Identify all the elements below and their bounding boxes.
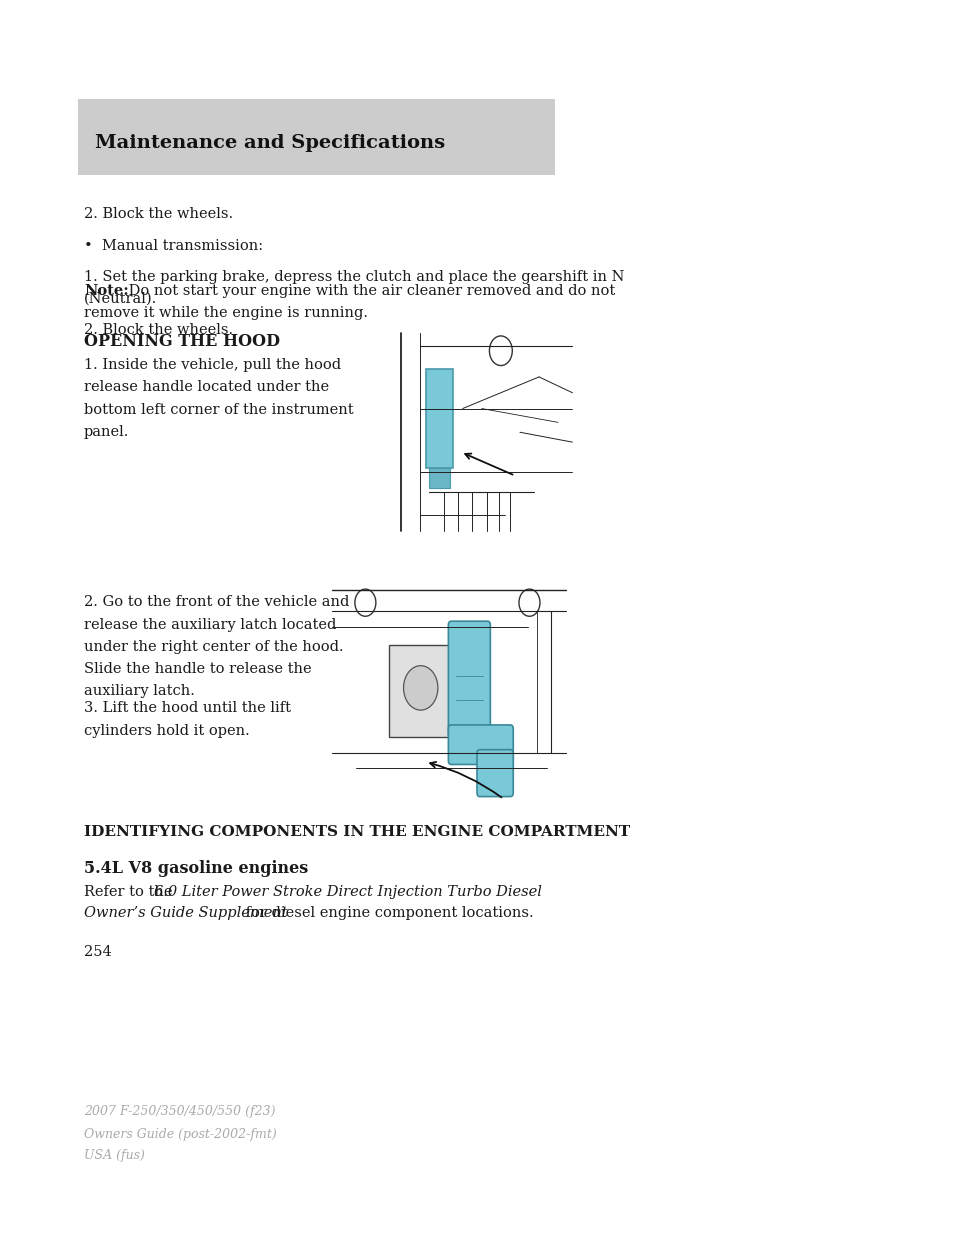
Bar [78, 99, 555, 175]
Text: for diesel engine component locations.: for diesel engine component locations. [241, 906, 534, 920]
Text: 2. Block the wheels.: 2. Block the wheels. [84, 207, 233, 221]
Text: release handle located under the: release handle located under the [84, 380, 329, 394]
Text: 1. Set the parking brake, depress the clutch and place the gearshift in N: 1. Set the parking brake, depress the cl… [84, 269, 624, 284]
Circle shape [403, 666, 437, 710]
Text: USA (fus): USA (fus) [84, 1149, 145, 1162]
Text: 3. Lift the hood until the lift: 3. Lift the hood until the lift [84, 701, 291, 715]
Text: cylinders hold it open.: cylinders hold it open. [84, 724, 250, 737]
Text: Do not start your engine with the air cleaner removed and do not: Do not start your engine with the air cl… [124, 284, 615, 298]
Text: OPENING THE HOOD: OPENING THE HOOD [84, 333, 279, 351]
FancyBboxPatch shape [448, 621, 490, 737]
FancyBboxPatch shape [476, 750, 513, 797]
Text: under the right center of the hood.: under the right center of the hood. [84, 640, 343, 653]
Text: panel.: panel. [84, 425, 130, 438]
Text: •  Manual transmission:: • Manual transmission: [84, 238, 263, 253]
Text: IDENTIFYING COMPONENTS IN THE ENGINE COMPARTMENT: IDENTIFYING COMPONENTS IN THE ENGINE COM… [84, 825, 629, 839]
Text: remove it while the engine is running.: remove it while the engine is running. [84, 306, 368, 320]
Text: 2. Block the wheels.: 2. Block the wheels. [84, 324, 233, 337]
Text: Owner’s Guide Supplement: Owner’s Guide Supplement [84, 906, 287, 920]
Text: Slide the handle to release the: Slide the handle to release the [84, 662, 312, 676]
Text: 1. Inside the vehicle, pull the hood: 1. Inside the vehicle, pull the hood [84, 358, 341, 372]
FancyBboxPatch shape [448, 725, 513, 764]
Text: bottom left corner of the instrument: bottom left corner of the instrument [84, 403, 354, 416]
Text: 2. Go to the front of the vehicle and: 2. Go to the front of the vehicle and [84, 595, 349, 609]
Text: Owners Guide (post-2002-fmt): Owners Guide (post-2002-fmt) [84, 1128, 276, 1141]
Text: release the auxiliary latch located: release the auxiliary latch located [84, 618, 336, 631]
Text: 6.0 Liter Power Stroke Direct Injection Turbo Diesel: 6.0 Liter Power Stroke Direct Injection … [153, 885, 541, 899]
Bar [429, 468, 450, 488]
Text: auxiliary latch.: auxiliary latch. [84, 684, 194, 698]
Text: Maintenance and Specifications: Maintenance and Specifications [95, 135, 445, 152]
Text: 5.4L V8 gasoline engines: 5.4L V8 gasoline engines [84, 860, 308, 877]
Text: 254: 254 [84, 945, 112, 958]
Text: (Neutral).: (Neutral). [84, 291, 157, 306]
Text: 2007 F-250/350/450/550 (f23): 2007 F-250/350/450/550 (f23) [84, 1105, 275, 1119]
Bar [426, 369, 453, 468]
Bar [389, 645, 451, 737]
Text: Refer to the: Refer to the [84, 885, 177, 899]
Text: Note:: Note: [84, 284, 129, 298]
